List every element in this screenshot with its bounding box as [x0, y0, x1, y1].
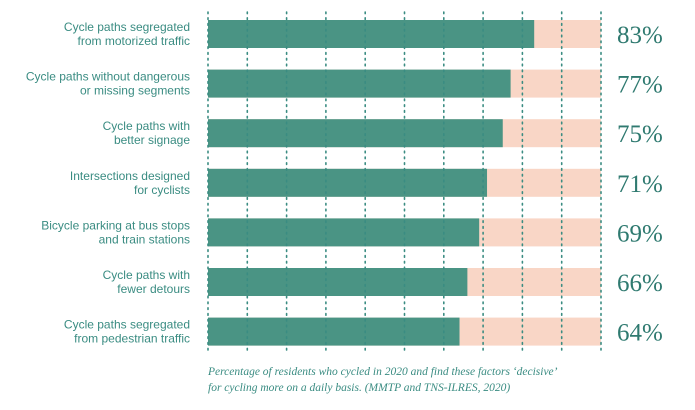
labels-layer: Cycle paths segregated from motorized tra… — [26, 20, 663, 347]
category-label: Cycle paths segregated from pedestrian tr… — [64, 318, 190, 346]
caption-line-2: for cycling more on a daily basis. (MMTP… — [208, 382, 510, 394]
bar — [208, 218, 480, 247]
category-label: Cycle paths segregated from motorized tra… — [64, 20, 190, 48]
bar — [208, 317, 460, 346]
category-label-line: from pedestrian traffic — [74, 332, 190, 346]
category-label-line: Cycle paths with — [103, 268, 190, 282]
category-label-line: from motorized traffic — [78, 34, 190, 48]
value-label: 64% — [617, 320, 663, 347]
value-label: 75% — [617, 121, 663, 148]
caption-line-1: Percentage of residents who cycled in 20… — [207, 366, 558, 378]
category-label: Bicycle parking at bus stops and train st… — [41, 218, 190, 246]
category-label: Cycle paths with better signage — [103, 119, 191, 147]
value-label: 71% — [617, 171, 663, 198]
category-label-line: Intersections designed — [70, 169, 190, 183]
value-label: 77% — [617, 72, 663, 99]
value-label: 69% — [617, 220, 663, 247]
category-label-line: fewer detours — [117, 282, 190, 296]
category-label-line: Cycle paths with — [103, 119, 190, 133]
bar — [208, 119, 503, 148]
category-label: Cycle paths with fewer detours — [103, 268, 190, 296]
bar — [208, 69, 511, 98]
bar — [208, 268, 468, 296]
value-label: 83% — [617, 22, 663, 49]
category-label-line: Cycle paths segregated — [64, 318, 190, 332]
category-label-line: Cycle paths without dangerous — [26, 70, 190, 84]
category-label: Cycle paths without dangerous or missing … — [26, 70, 190, 98]
category-label-line: better signage — [114, 133, 190, 147]
category-label-line: Bicycle parking at bus stops — [41, 218, 190, 232]
category-label-line: Cycle paths segregated — [64, 20, 190, 34]
chart-caption: Percentage of residents who cycled in 20… — [207, 366, 559, 394]
value-label: 66% — [617, 270, 663, 297]
bar — [208, 168, 488, 197]
category-label: Intersections designed for cyclists — [70, 169, 190, 197]
category-label-line: and train stations — [99, 232, 190, 246]
category-label-line: for cyclists — [134, 183, 190, 197]
grid-layer — [207, 11, 602, 355]
bar — [208, 20, 535, 48]
category-label-line: or missing segments — [80, 84, 190, 98]
